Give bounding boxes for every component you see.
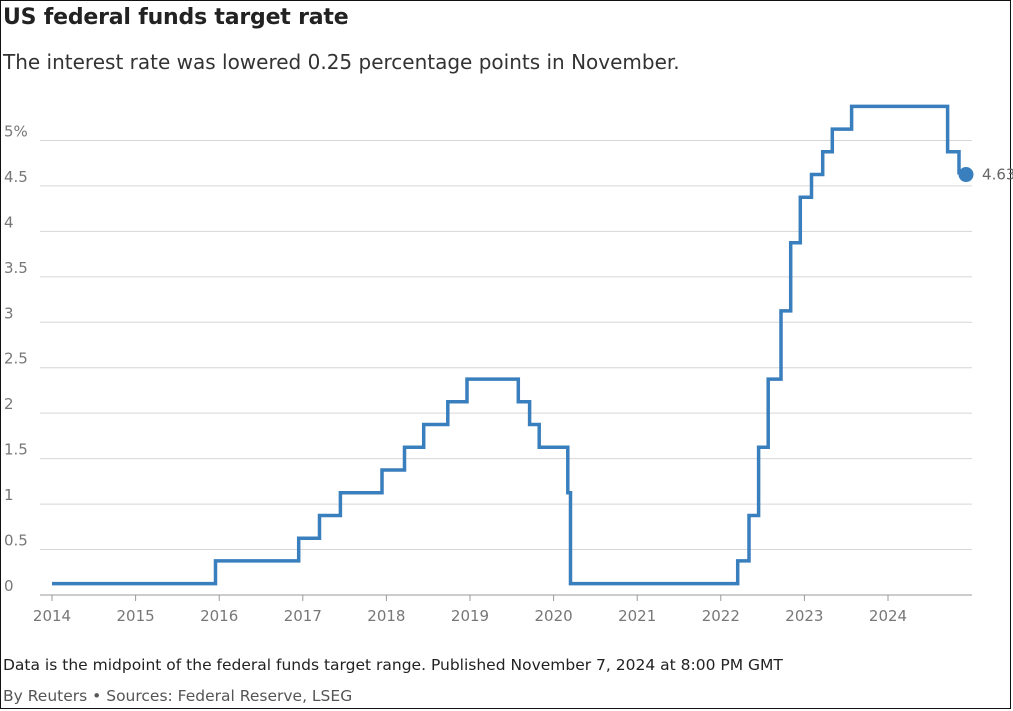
x-tick-label: 2016 <box>200 607 238 625</box>
y-tick-label: 4.5 <box>4 168 28 186</box>
y-tick-label: 2 <box>4 395 14 413</box>
x-tick-label: 2018 <box>367 607 405 625</box>
x-tick-label: 2019 <box>451 607 489 625</box>
footer-note: Data is the midpoint of the federal fund… <box>3 656 783 674</box>
rate-step-line <box>52 104 961 586</box>
x-axis-ticks: 2014 2015 2016 2017 2018 2019 2020 2021 2022 2023… <box>33 595 907 625</box>
latest-value-label: 4.63 <box>982 166 1013 184</box>
x-tick-label: 2017 <box>284 607 322 625</box>
x-tick-label: 2023 <box>785 607 823 625</box>
gridlines <box>40 139 972 596</box>
x-tick-label: 2015 <box>117 607 155 625</box>
y-axis-ticks: 0 0.5 1 1.5 2 2.5 3 3.5 4 4.5 5% <box>4 122 28 595</box>
y-tick-label: 0 <box>4 577 14 595</box>
y-tick-label: 0.5 <box>4 532 28 550</box>
latest-point-marker <box>958 167 974 183</box>
x-tick-label: 2020 <box>535 607 573 625</box>
y-tick-label: 3.5 <box>4 259 28 277</box>
series: 4.63 <box>52 104 1013 586</box>
y-tick-label: 3 <box>4 304 14 322</box>
y-tick-label: 5% <box>4 122 28 140</box>
chart-title: US federal funds target rate <box>3 5 349 30</box>
y-tick-label: 2.5 <box>4 350 28 368</box>
y-tick-label: 4 <box>4 213 14 231</box>
x-tick-label: 2014 <box>33 607 71 625</box>
chart-subtitle: The interest rate was lowered 0.25 perce… <box>3 50 680 74</box>
x-tick-label: 2021 <box>618 607 656 625</box>
x-tick-label: 2022 <box>702 607 740 625</box>
y-tick-label: 1 <box>4 486 14 504</box>
y-tick-label: 1.5 <box>4 441 28 459</box>
x-tick-label: 2024 <box>869 607 907 625</box>
footer-source: By Reuters • Sources: Federal Reserve, L… <box>3 687 353 705</box>
